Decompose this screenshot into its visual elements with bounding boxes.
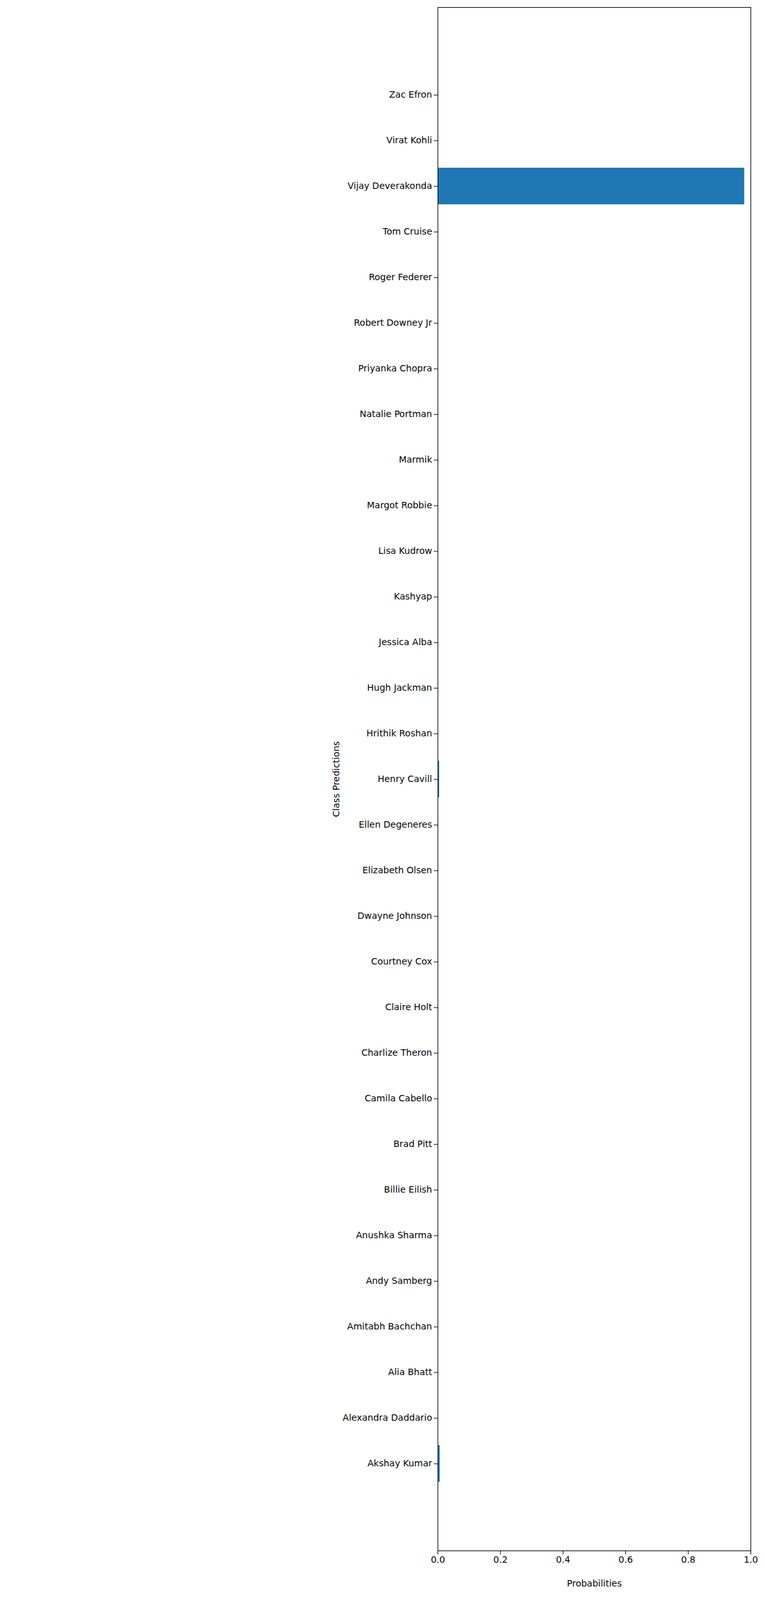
svg-text:Elizabeth Olsen: Elizabeth Olsen xyxy=(362,864,433,876)
svg-text:0.6: 0.6 xyxy=(618,1554,633,1565)
svg-text:Charlize Theron: Charlize Theron xyxy=(361,1047,432,1058)
svg-text:Vijay Deverakonda: Vijay Deverakonda xyxy=(347,180,433,191)
svg-text:Robert Downey Jr: Robert Downey Jr xyxy=(354,317,433,328)
svg-text:Alexandra Daddario: Alexandra Daddario xyxy=(342,1412,432,1423)
svg-text:0.8: 0.8 xyxy=(681,1554,696,1565)
svg-text:Courtney Cox: Courtney Cox xyxy=(371,956,433,967)
svg-text:Akshay Kumar: Akshay Kumar xyxy=(367,1457,433,1469)
svg-text:0.4: 0.4 xyxy=(555,1554,570,1565)
svg-text:Amitabh Bachchan: Amitabh Bachchan xyxy=(346,1321,432,1332)
svg-text:Billie Eilish: Billie Eilish xyxy=(384,1184,433,1195)
svg-text:Claire Holt: Claire Holt xyxy=(384,1001,433,1013)
svg-text:Margot Robbie: Margot Robbie xyxy=(366,499,433,511)
svg-text:Brad Pitt: Brad Pitt xyxy=(393,1138,433,1149)
svg-text:Dwayne Johnson: Dwayne Johnson xyxy=(357,910,432,921)
svg-text:Virat Kohli: Virat Kohli xyxy=(386,134,432,146)
svg-text:Zac Efron: Zac Efron xyxy=(389,89,433,100)
svg-text:Hrithik Roshan: Hrithik Roshan xyxy=(366,728,432,739)
svg-text:Roger Federer: Roger Federer xyxy=(368,271,433,283)
svg-text:Probabilities: Probabilities xyxy=(566,1578,622,1589)
svg-text:Andy Samberg: Andy Samberg xyxy=(365,1275,432,1286)
svg-text:1.0: 1.0 xyxy=(743,1554,758,1565)
svg-text:0.2: 0.2 xyxy=(493,1554,508,1565)
svg-text:Class Predictions: Class Predictions xyxy=(330,740,342,817)
svg-text:Ellen Degeneres: Ellen Degeneres xyxy=(358,819,432,830)
svg-text:Hugh Jackman: Hugh Jackman xyxy=(366,682,432,693)
svg-text:Marmik: Marmik xyxy=(399,454,434,465)
svg-text:Jessica Alba: Jessica Alba xyxy=(378,636,433,648)
svg-text:Natalie Portman: Natalie Portman xyxy=(359,408,433,419)
svg-text:0.0: 0.0 xyxy=(430,1554,445,1565)
svg-text:Alia Bhatt: Alia Bhatt xyxy=(388,1366,433,1377)
svg-text:Tom Cruise: Tom Cruise xyxy=(381,226,432,237)
svg-text:Henry Cavill: Henry Cavill xyxy=(377,773,433,784)
svg-text:Anushka Sharma: Anushka Sharma xyxy=(355,1229,432,1241)
svg-text:Lisa Kudrow: Lisa Kudrow xyxy=(378,545,433,556)
svg-text:Camila Cabello: Camila Cabello xyxy=(364,1092,433,1104)
svg-text:Priyanka Chopra: Priyanka Chopra xyxy=(358,363,433,374)
svg-text:Kashyap: Kashyap xyxy=(393,591,433,602)
